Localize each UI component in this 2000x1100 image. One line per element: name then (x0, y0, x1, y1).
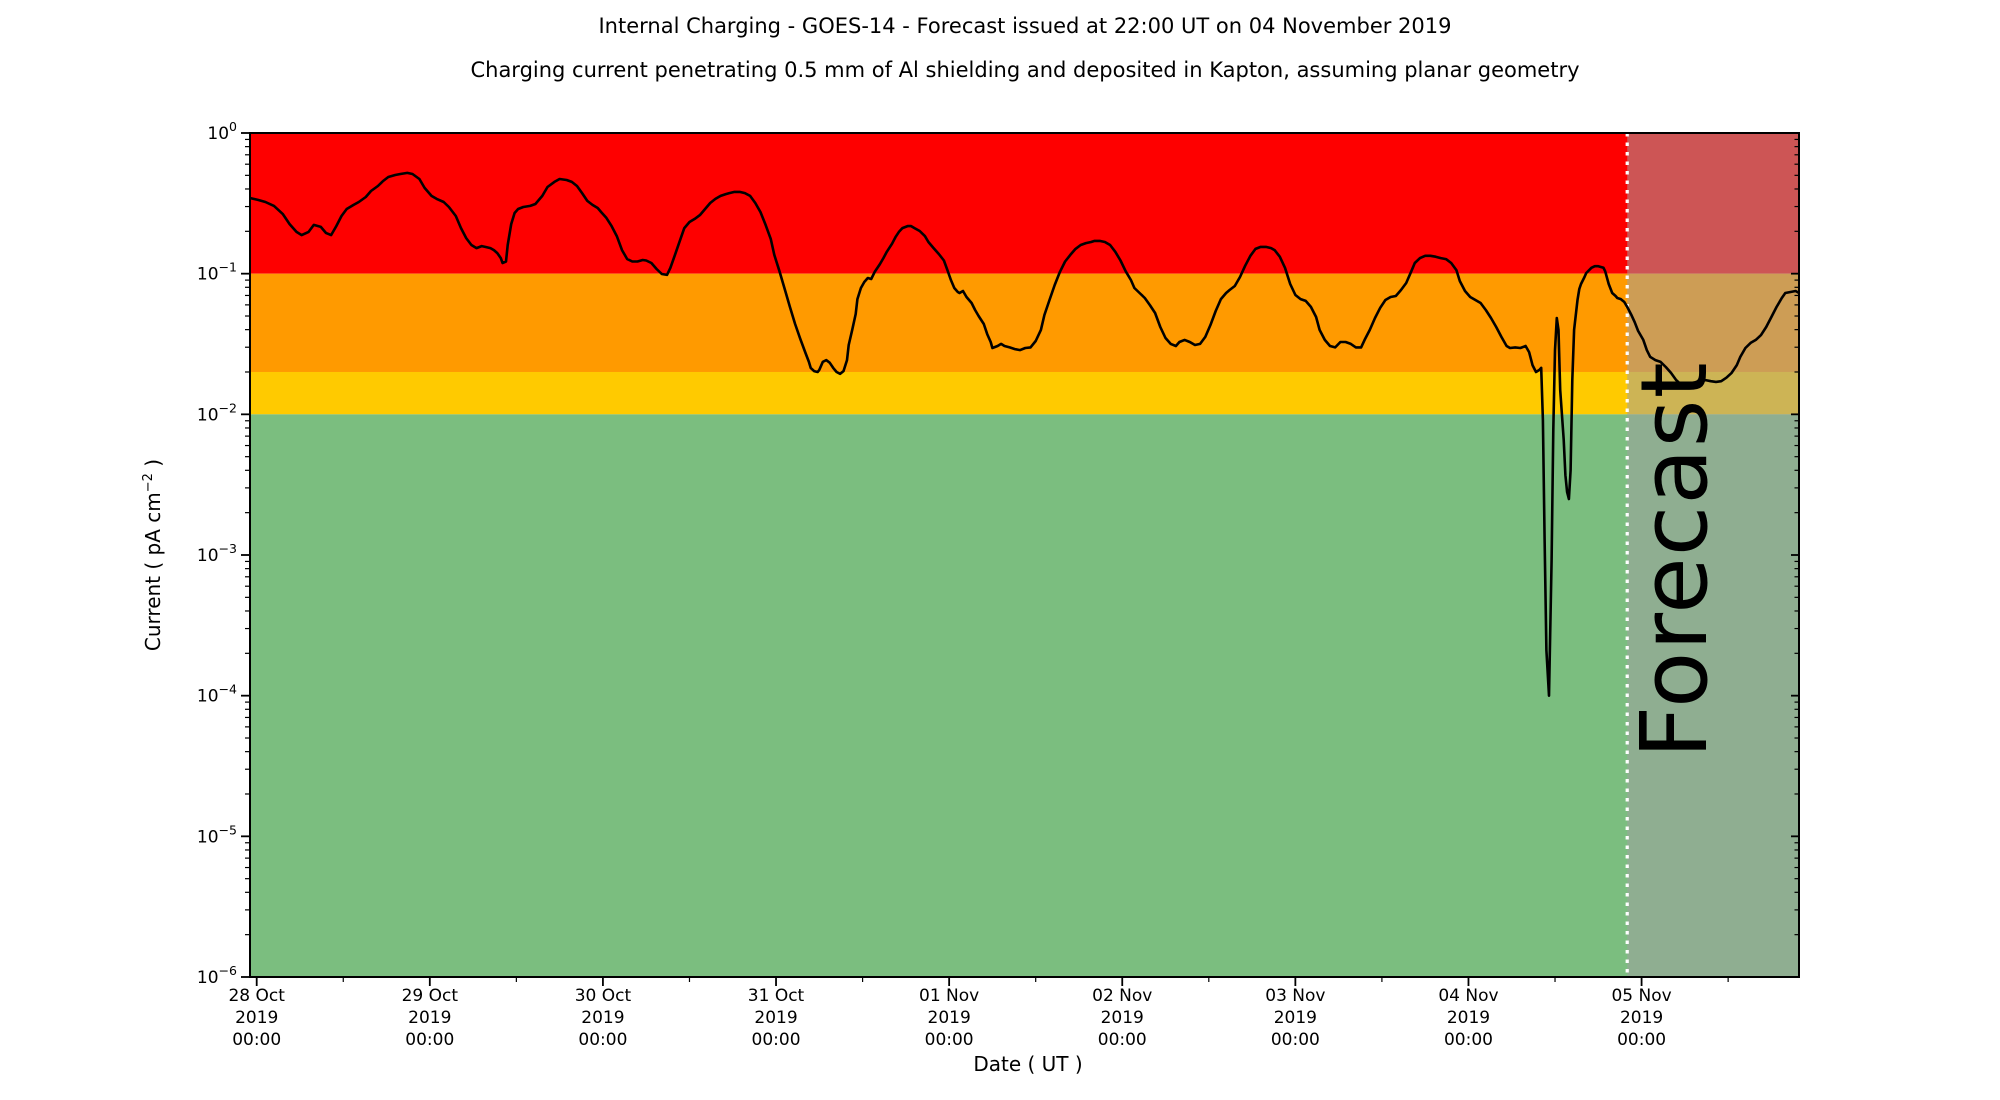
y-tick-label: 10−2 (197, 400, 237, 425)
y-axis-label: Current ( pA cm−2 ) (141, 459, 165, 651)
x-tick-label: 2019 (1101, 1008, 1144, 1028)
x-tick-label: 2019 (1620, 1008, 1663, 1028)
y-tick-label: 100 (207, 119, 237, 144)
threshold-bands (250, 133, 1799, 977)
chart-title: Internal Charging - GOES-14 - Forecast i… (598, 14, 1451, 38)
forecast-watermark-label: Forecast (1621, 361, 1728, 758)
x-tick-label: 2019 (1447, 1008, 1490, 1028)
x-tick-label: 2019 (1274, 1008, 1317, 1028)
band-green (250, 414, 1799, 977)
x-tick-label: 00:00 (1271, 1030, 1320, 1050)
x-tick-label: 2019 (408, 1008, 451, 1028)
band-yellow (250, 371, 1799, 415)
x-tick-label: 2019 (928, 1008, 971, 1028)
forecast-overlay (1627, 133, 1799, 977)
y-axis-label-prefix: Current ( pA cm (141, 492, 165, 651)
y-tick-label: 10−3 (197, 541, 237, 566)
band-red (250, 133, 1799, 274)
x-tick-label: 01 Nov (919, 986, 979, 1006)
charging-current-curve (250, 171, 1799, 698)
x-tick-label: 00:00 (232, 1030, 281, 1050)
x-tick-label: 03 Nov (1265, 986, 1325, 1006)
x-tick-label: 30 Oct (575, 986, 632, 1006)
x-tick-label: 29 Oct (402, 986, 459, 1006)
x-tick-label: 00:00 (1444, 1030, 1493, 1050)
band-orange (250, 273, 1799, 372)
y-tick-label: 10−5 (197, 822, 237, 847)
y-axis-label-suffix: ) (141, 459, 165, 473)
y-axis-label-superscript: −2 (141, 473, 156, 492)
forecast-overlay-rect (1627, 133, 1799, 977)
chart-subtitle: Charging current penetrating 0.5 mm of A… (470, 58, 1579, 82)
x-tick-label: 00:00 (752, 1030, 801, 1050)
x-tick-label: 00:00 (578, 1030, 627, 1050)
y-tick-label: 10−6 (197, 963, 237, 988)
x-tick-label: 04 Nov (1438, 986, 1498, 1006)
y-tick-label: 10−4 (197, 682, 237, 707)
x-tick-label: 2019 (235, 1008, 278, 1028)
x-tick-label: 28 Oct (228, 986, 285, 1006)
x-tick-label: 00:00 (925, 1030, 974, 1050)
x-tick-label: 05 Nov (1611, 986, 1671, 1006)
x-tick-label: 31 Oct (748, 986, 805, 1006)
x-tick-label: 2019 (581, 1008, 624, 1028)
charging-current-polyline (250, 171, 1799, 698)
x-tick-label: 00:00 (1617, 1030, 1666, 1050)
y-tick-label: 10−1 (197, 260, 237, 285)
x-tick-label: 2019 (754, 1008, 797, 1028)
x-axis-label: Date ( UT ) (973, 1052, 1082, 1076)
x-tick-label: 02 Nov (1092, 986, 1152, 1006)
x-tick-label: 00:00 (1098, 1030, 1147, 1050)
x-tick-label: 00:00 (405, 1030, 454, 1050)
axes-spines-and-ticks (241, 132, 1800, 986)
